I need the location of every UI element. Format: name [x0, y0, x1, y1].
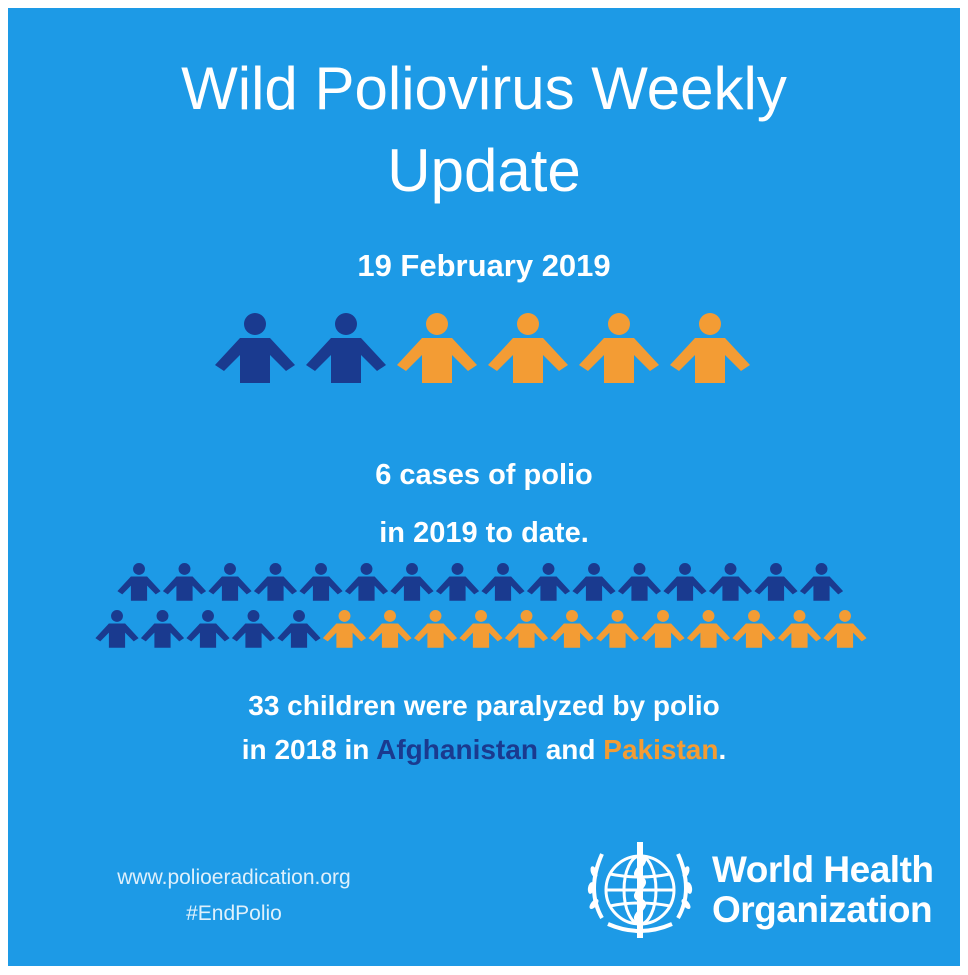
person-pakistan-2018: [368, 610, 412, 648]
report-date: 19 February 2019: [357, 248, 611, 283]
person-pakistan-2019: [397, 313, 477, 383]
person-afghanistan-2018: [253, 563, 298, 601]
person-afghanistan-2019: [306, 313, 386, 383]
who-logo: World Health Organization: [580, 832, 950, 952]
person-afghanistan-2018: [344, 563, 389, 601]
title-line-2: Update: [387, 137, 581, 204]
person-pakistan-2019: [488, 313, 568, 383]
cases-2018-line-1: 33 children were paralyzed by polio: [248, 690, 720, 721]
person-afghanistan-2018: [799, 563, 844, 601]
cases-line-2: in 2019 to date.: [379, 517, 589, 549]
person-afghanistan-2018: [231, 610, 276, 648]
person-afghanistan-2018: [617, 563, 662, 601]
cases-2018-and: and: [537, 734, 604, 765]
person-pakistan-2018: [641, 610, 685, 648]
who-name-line-2: Organization: [712, 889, 933, 930]
cases-2018-line-2: in 2018 in Afghanistan and Pakistan.: [8, 728, 960, 772]
person-afghanistan-2018: [299, 563, 343, 601]
person-pakistan-2018: [686, 610, 731, 648]
cases-2018-prefix: in 2018 in: [241, 734, 377, 765]
person-pakistan-2018: [595, 610, 640, 648]
person-afghanistan-2018: [435, 563, 480, 601]
person-afghanistan-2018: [754, 563, 798, 601]
person-afghanistan-2018: [277, 610, 321, 648]
person-afghanistan-2018: [186, 610, 230, 648]
person-afghanistan-2018: [572, 563, 616, 601]
footer-links: www.polioeradication.org #EndPolio: [48, 860, 420, 932]
hashtag[interactable]: #EndPolio: [186, 902, 282, 925]
person-afghanistan-2018: [390, 563, 434, 601]
person-afghanistan-2018: [526, 563, 571, 601]
person-pakistan-2018: [550, 610, 594, 648]
person-pakistan-2018: [322, 610, 367, 648]
person-pakistan-2018: [732, 610, 776, 648]
person-pakistan-2018: [504, 610, 549, 648]
country-pakistan: Pakistan: [603, 734, 719, 765]
people-figures: [95, 313, 867, 648]
who-name-line-1: World Health: [712, 849, 934, 890]
person-afghanistan-2018: [708, 563, 753, 601]
person-afghanistan-2018: [663, 563, 707, 601]
country-afghanistan: Afghanistan: [376, 734, 538, 765]
person-afghanistan-2018: [95, 610, 139, 648]
person-pakistan-2018: [459, 610, 503, 648]
infographic-card: Wild Poliovirus Weekly Update 19 Februar…: [8, 8, 960, 966]
person-pakistan-2019: [670, 313, 750, 383]
cases-2019-text: 6 cases of polio in 2019 to date.: [8, 446, 960, 562]
who-emblem-icon: [587, 842, 693, 938]
person-afghanistan-2019: [215, 313, 295, 383]
person-pakistan-2018: [823, 610, 867, 648]
person-afghanistan-2018: [140, 610, 185, 648]
person-pakistan-2018: [777, 610, 822, 648]
website-url[interactable]: www.polioeradication.org: [117, 866, 351, 889]
title-line-1: Wild Poliovirus Weekly: [181, 55, 787, 122]
who-name: World Health Organization: [712, 850, 934, 930]
person-pakistan-2019: [579, 313, 659, 383]
cases-2018-period: .: [718, 734, 727, 765]
person-afghanistan-2018: [117, 563, 161, 601]
cases-2018-text: 33 children were paralyzed by polio in 2…: [8, 684, 960, 772]
person-afghanistan-2018: [208, 563, 252, 601]
cases-line-1: 6 cases of polio: [375, 459, 593, 491]
person-afghanistan-2018: [481, 563, 525, 601]
page-title: Wild Poliovirus Weekly Update: [8, 48, 960, 212]
person-afghanistan-2018: [162, 563, 207, 601]
person-pakistan-2018: [413, 610, 458, 648]
